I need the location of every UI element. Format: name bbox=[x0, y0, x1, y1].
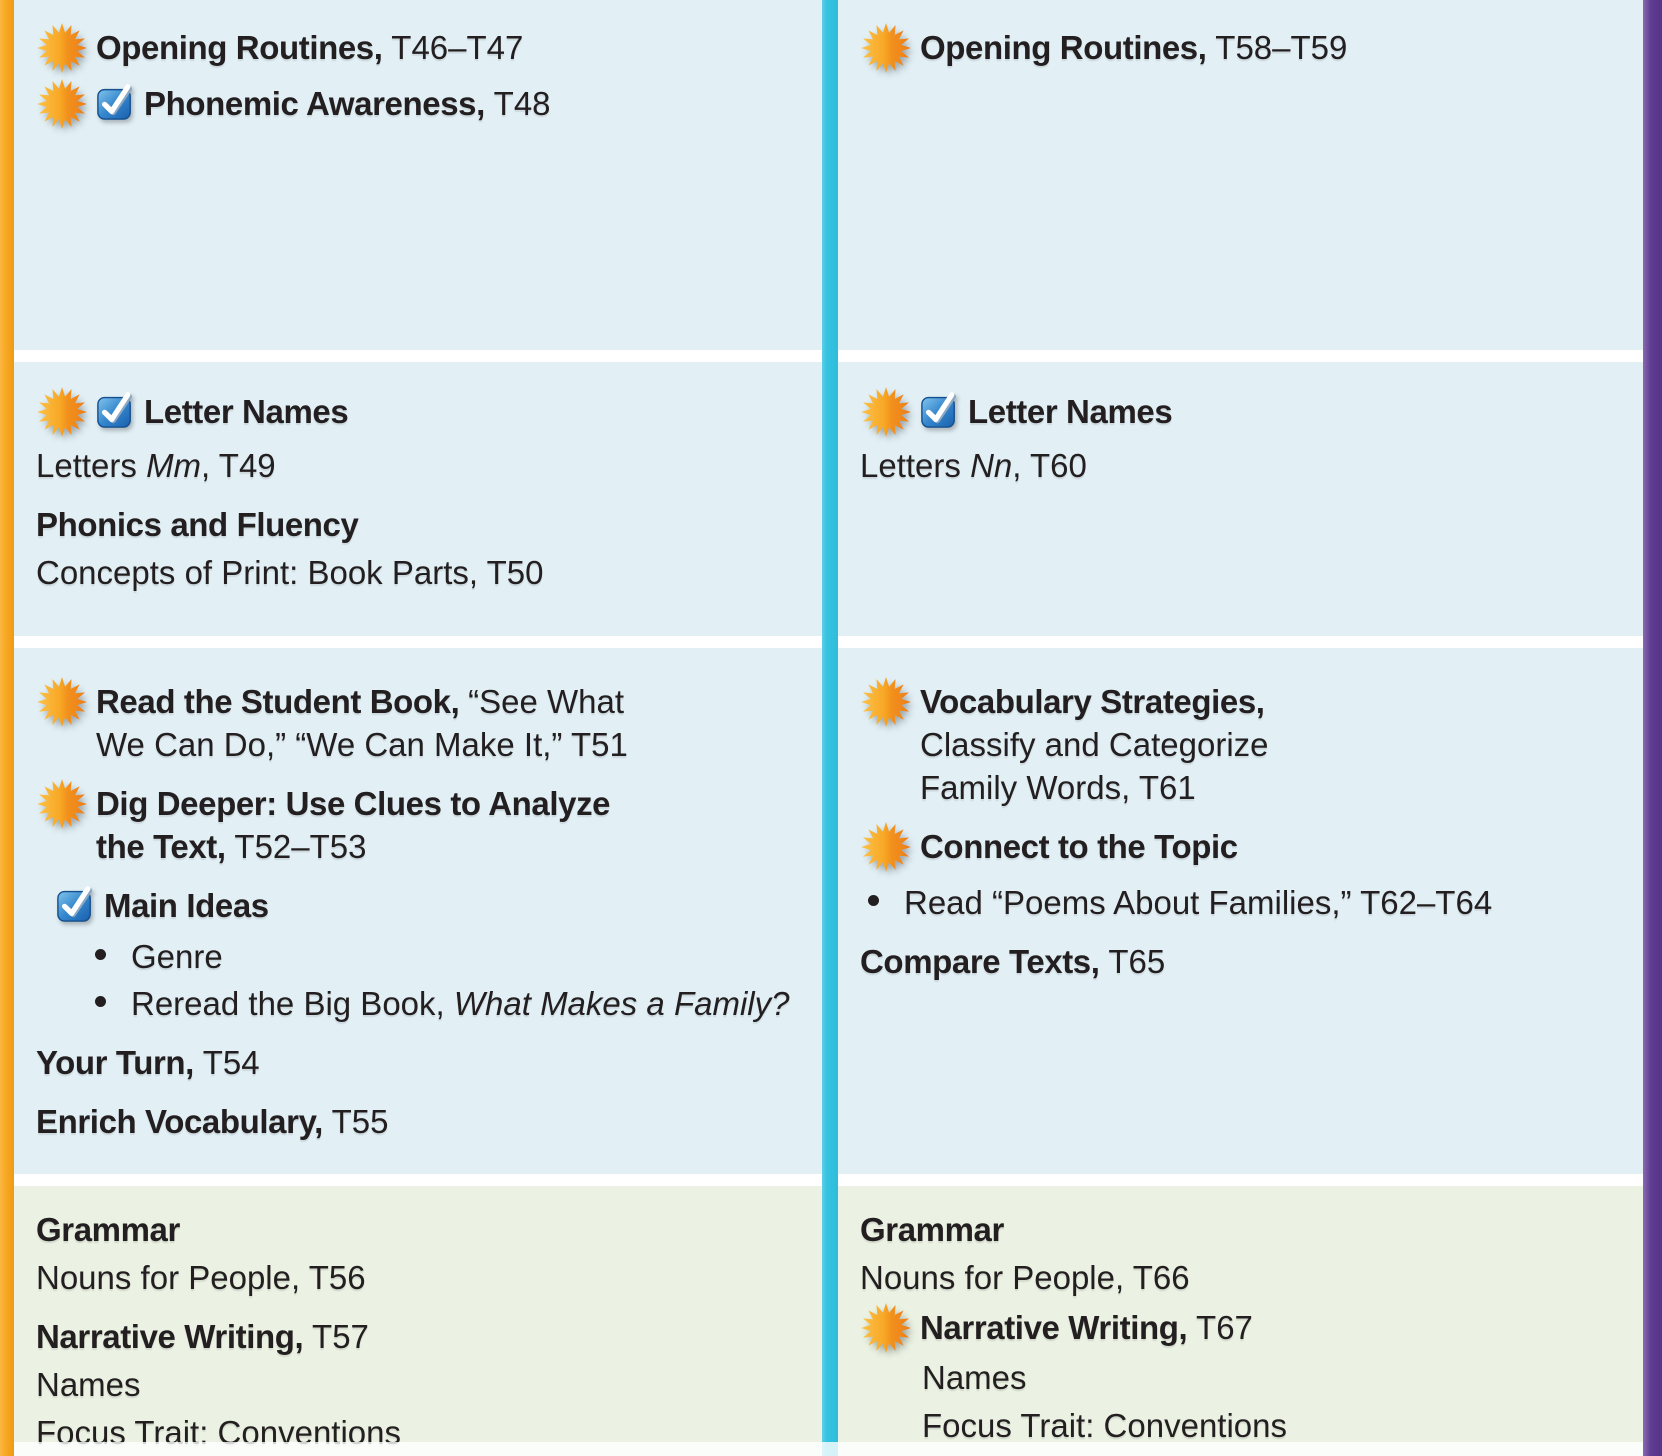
page-reference: T54 bbox=[202, 1044, 260, 1081]
checked-checkbox-icon bbox=[56, 882, 94, 924]
page-reference: T65 bbox=[1108, 943, 1166, 980]
read-student-book-item: Read the Student Book, “See What We Can D… bbox=[36, 676, 808, 766]
bullet-dot-icon bbox=[868, 895, 879, 906]
grammar-detail-line: Nouns for People, T56 bbox=[36, 1259, 366, 1296]
phonemic-awareness-label: Phonemic Awareness, T48 bbox=[144, 80, 551, 125]
page-reference: T67 bbox=[1196, 1309, 1253, 1346]
dig-deeper-label: Dig Deeper: Use Clues to Analyze the Text… bbox=[96, 785, 611, 865]
compare-texts-line: Compare Texts, T65 bbox=[860, 943, 1166, 980]
left-accent-bar bbox=[0, 0, 14, 1456]
grammar-heading: Grammar bbox=[36, 1211, 180, 1248]
bullet-dot-icon bbox=[95, 949, 106, 960]
reread-big-book-bullet: Reread the Big Book, What Makes a Family… bbox=[95, 980, 808, 1025]
opening-routines-label: Opening Routines, T58–T59 bbox=[920, 24, 1347, 69]
sun-icon bbox=[36, 386, 88, 438]
opening-routines-label: Opening Routines, T46–T47 bbox=[96, 24, 523, 69]
letter-names-label: Letter Names bbox=[968, 388, 1173, 433]
day-column-left: Opening Routines, T46–T47 Phonemic Aware… bbox=[14, 0, 822, 1456]
vocabulary-strategies-item: Vocabulary Strategies, Classify and Categ… bbox=[860, 676, 1629, 809]
narrative-writing-line: Narrative Writing, T57 bbox=[36, 1318, 369, 1355]
letter-names-row-left: Letter Names Letters Mm, T49 Phonics and… bbox=[14, 362, 822, 636]
your-turn-line: Your Turn, T54 bbox=[36, 1044, 260, 1081]
checked-checkbox-icon bbox=[920, 388, 958, 430]
opening-routines-row-left: Opening Routines, T46–T47 Phonemic Aware… bbox=[14, 0, 822, 350]
reading-block-row-left: Read the Student Book, “See What We Can D… bbox=[14, 648, 822, 1174]
opening-routines-row-right: Opening Routines, T58–T59 bbox=[838, 0, 1643, 350]
main-ideas-label: Main Ideas bbox=[104, 882, 269, 927]
grammar-detail-line: Nouns for People, T66 bbox=[860, 1259, 1190, 1296]
enrich-vocabulary-line: Enrich Vocabulary, T55 bbox=[36, 1103, 389, 1140]
connect-to-topic-item: Connect to the Topic bbox=[860, 821, 1629, 873]
names-line: Names bbox=[36, 1366, 141, 1403]
opening-routines-item: Opening Routines, T46–T47 bbox=[36, 22, 802, 74]
sun-icon bbox=[36, 778, 88, 830]
sun-icon bbox=[36, 78, 88, 130]
letter-pair: Mm bbox=[146, 447, 202, 484]
genre-bullet: Genre bbox=[95, 933, 808, 978]
narrative-writing-label: Narrative Writing, T67 bbox=[920, 1304, 1253, 1349]
item-title: Connect to the Topic bbox=[920, 828, 1238, 865]
grammar-writing-row-left: Grammar Nouns for People, T56 Narrative … bbox=[14, 1186, 822, 1456]
page-reference: T55 bbox=[331, 1103, 389, 1140]
grammar-writing-row-right: Grammar Nouns for People, T66 Narrative … bbox=[838, 1186, 1643, 1456]
column-divider-bar bbox=[822, 0, 838, 1456]
vocabulary-block-row-right: Vocabulary Strategies, Classify and Categ… bbox=[838, 648, 1643, 1174]
sun-icon bbox=[860, 1302, 912, 1354]
item-title: Opening Routines, bbox=[920, 29, 1216, 66]
letters-detail-line: Letters Mm, T49 bbox=[36, 447, 276, 484]
item-title: Vocabulary Strategies, bbox=[920, 683, 1265, 720]
item-title: Phonemic Awareness, bbox=[144, 85, 494, 122]
book-title: What Makes a Family? bbox=[453, 985, 790, 1022]
letter-names-label: Letter Names bbox=[144, 388, 349, 433]
item-title: Dig Deeper: Use Clues to Analyze bbox=[96, 785, 611, 822]
letter-names-item: Letter Names bbox=[860, 386, 1623, 438]
narrative-writing-item: Narrative Writing, T67 bbox=[860, 1302, 1623, 1354]
page-reference: T52–T53 bbox=[234, 828, 367, 865]
letter-names-row-right: Letter Names Letters Nn, T60 bbox=[838, 362, 1643, 636]
item-title: Opening Routines, bbox=[96, 29, 392, 66]
focus-trait-line: Focus Trait: Conventions bbox=[922, 1407, 1287, 1444]
checked-checkbox-icon bbox=[96, 388, 134, 430]
page-reference: T48 bbox=[493, 85, 551, 122]
sun-icon bbox=[860, 821, 912, 873]
phonics-fluency-heading: Phonics and Fluency bbox=[36, 506, 359, 543]
sun-icon bbox=[860, 386, 912, 438]
page-reference: T58–T59 bbox=[1215, 29, 1348, 66]
concepts-of-print-line: Concepts of Print: Book Parts, T50 bbox=[36, 554, 544, 591]
sun-icon bbox=[36, 676, 88, 728]
connect-to-topic-label: Connect to the Topic bbox=[920, 823, 1238, 868]
item-title: Narrative Writing, bbox=[920, 1309, 1197, 1346]
main-ideas-item: Main Ideas bbox=[56, 882, 808, 927]
letters-detail-line: Letters Nn, T60 bbox=[860, 447, 1087, 484]
sun-icon bbox=[860, 22, 912, 74]
letter-pair: Nn bbox=[970, 447, 1013, 484]
phonemic-awareness-item: Phonemic Awareness, T48 bbox=[36, 78, 802, 130]
opening-routines-item: Opening Routines, T58–T59 bbox=[860, 22, 1623, 74]
grammar-heading: Grammar bbox=[860, 1211, 1004, 1248]
read-student-book-label: Read the Student Book, “See What We Can D… bbox=[96, 683, 628, 763]
bullet-dot-icon bbox=[95, 996, 106, 1007]
page-reference: T46–T47 bbox=[391, 29, 524, 66]
right-accent-bar bbox=[1643, 0, 1662, 1456]
names-line: Names bbox=[922, 1359, 1027, 1396]
item-title: Read the Student Book, bbox=[96, 683, 469, 720]
checked-checkbox-icon bbox=[96, 80, 134, 122]
item-title: Letter Names bbox=[968, 393, 1173, 430]
letter-names-item: Letter Names bbox=[36, 386, 802, 438]
item-title: Letter Names bbox=[144, 393, 349, 430]
bottom-row-divider bbox=[14, 1442, 1643, 1456]
day-column-right: Opening Routines, T58–T59 Letter Names L… bbox=[838, 0, 1643, 1456]
item-title: Main Ideas bbox=[104, 887, 269, 924]
dig-deeper-item: Dig Deeper: Use Clues to Analyze the Text… bbox=[36, 778, 808, 868]
page-reference: T57 bbox=[312, 1318, 369, 1355]
sun-icon bbox=[36, 22, 88, 74]
sun-icon bbox=[860, 676, 912, 728]
read-poems-bullet: Read “Poems About Families,” T62–T64 bbox=[868, 879, 1629, 924]
vocabulary-strategies-label: Vocabulary Strategies, Classify and Categ… bbox=[920, 683, 1269, 806]
